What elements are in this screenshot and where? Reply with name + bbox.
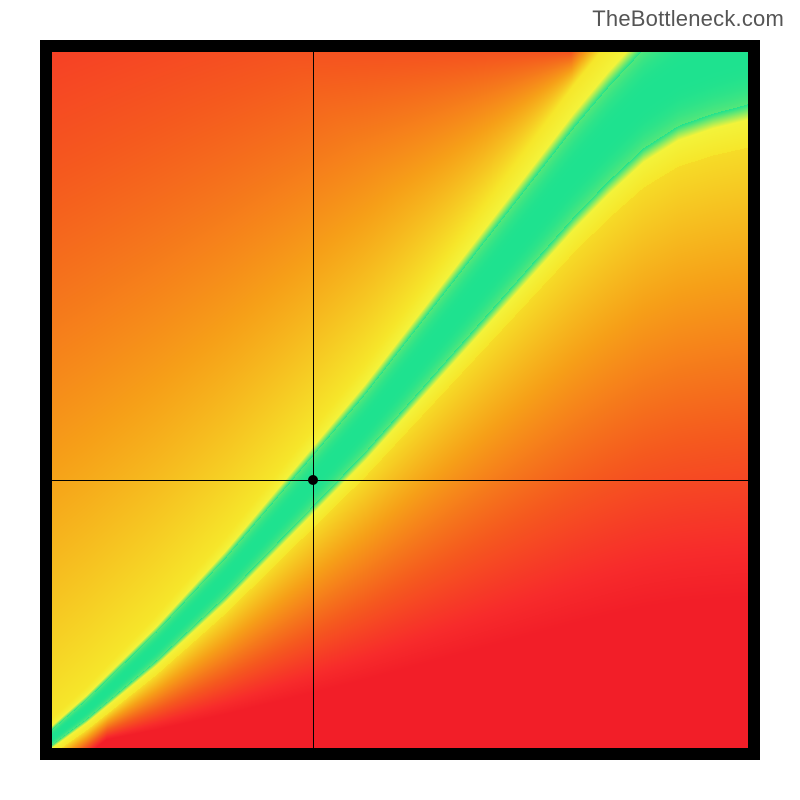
watermark-text: TheBottleneck.com (592, 6, 784, 32)
crosshair-vertical (313, 52, 314, 748)
crosshair-marker (308, 475, 318, 485)
heatmap-canvas (52, 52, 748, 748)
plot-border (40, 40, 760, 760)
plot-area (52, 52, 748, 748)
crosshair-horizontal (52, 480, 748, 481)
